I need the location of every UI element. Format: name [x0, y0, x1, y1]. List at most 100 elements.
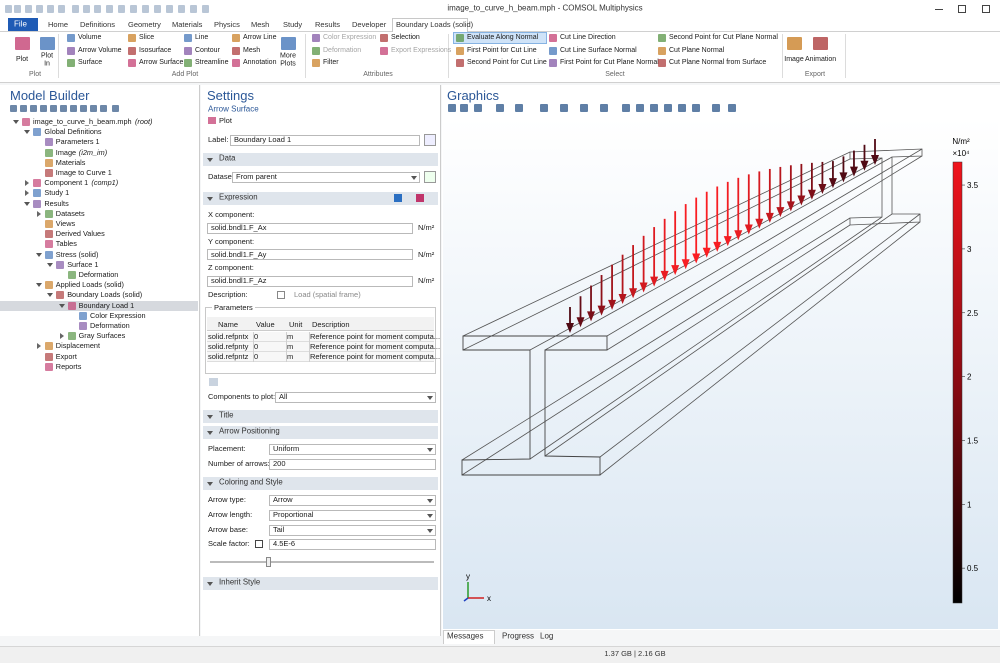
ribbon-button-icon[interactable]	[281, 37, 296, 50]
graphics-toolbar-icon[interactable]	[622, 104, 630, 112]
components-select-value[interactable]: All	[279, 391, 288, 401]
tree-node[interactable]: Deformation	[78, 269, 119, 279]
ribbon-button[interactable]: More Plots	[280, 52, 296, 67]
tree-node[interactable]: Stress (solid)	[55, 249, 99, 259]
ribbon-button[interactable]: Arrow Line	[243, 34, 277, 42]
tree-node[interactable]: Materials	[55, 157, 86, 167]
checkbox[interactable]	[277, 291, 285, 299]
ribbon-button-icon[interactable]	[15, 37, 30, 50]
icon-button[interactable]	[424, 171, 436, 183]
graphics-toolbar-icon[interactable]	[712, 104, 720, 112]
tree-node-note[interactable]: (i2m_im)	[78, 147, 108, 157]
plot-button[interactable]: Plot	[219, 115, 232, 125]
arrow-length-select[interactable]	[269, 509, 436, 521]
graphics-toolbar-icon[interactable]	[728, 104, 736, 112]
icon-button[interactable]	[424, 134, 436, 146]
ribbon-button[interactable]: Plot In	[40, 52, 54, 67]
tree-node[interactable]: Boundary Load 1	[78, 300, 135, 310]
ribbon-button[interactable]: First Point for Cut Line	[467, 47, 537, 55]
tree-node[interactable]: Derived Values	[55, 229, 105, 239]
graphics-toolbar-icon[interactable]	[560, 104, 568, 112]
expression-input[interactable]	[207, 249, 413, 260]
ribbon-button[interactable]: Deformation	[323, 47, 362, 55]
bottom-tab[interactable]: Messages	[447, 631, 484, 641]
ribbon-button[interactable]: Export Expressions	[391, 47, 452, 55]
graphics-toolbar-icon[interactable]	[496, 104, 504, 112]
graphics-toolbar-icon[interactable]	[580, 104, 588, 112]
tree-node[interactable]: Gray Surfaces	[78, 331, 126, 341]
ribbon-button[interactable]: Slice	[139, 34, 155, 42]
label-input[interactable]	[230, 134, 420, 146]
ribbon-button[interactable]: Second Point for Cut Plane Normal	[669, 34, 778, 42]
icon-button[interactable]	[209, 378, 218, 386]
expression-input[interactable]	[207, 275, 413, 287]
file-tab-label[interactable]: File	[14, 19, 27, 29]
section-header[interactable]	[203, 191, 438, 205]
icon-button[interactable]	[416, 194, 424, 202]
dataset-select-value[interactable]: From parent	[236, 171, 277, 181]
ribbon-button[interactable]: Color Expression	[323, 34, 377, 42]
ribbon-button[interactable]: Arrow Volume	[78, 47, 122, 55]
tree-node[interactable]: Component 1	[44, 178, 89, 188]
graphics-toolbar-icon[interactable]	[600, 104, 608, 112]
placement-select-value[interactable]: Uniform	[273, 443, 300, 453]
checkbox[interactable]	[255, 540, 263, 548]
ribbon-button[interactable]: Cut Plane Normal from Surface	[669, 59, 767, 67]
arrows-input[interactable]	[269, 458, 436, 470]
ribbon-button-icon[interactable]	[787, 37, 802, 50]
tree-node[interactable]: Image to Curve 1	[55, 167, 112, 177]
section-title[interactable]: Data	[219, 153, 236, 163]
tree-node[interactable]: Results	[44, 198, 69, 208]
graphics-toolbar-icon[interactable]	[540, 104, 548, 112]
section-title[interactable]: Inherit Style	[219, 577, 261, 587]
label-input-value[interactable]: Boundary Load 1	[234, 134, 292, 144]
ribbon-tab[interactable]: Boundary Loads (solid)	[396, 19, 474, 29]
ribbon-button[interactable]: Cut Line Direction	[560, 34, 616, 42]
section-title[interactable]: Arrow Positioning	[219, 426, 280, 436]
graphics-toolbar-icon[interactable]	[664, 104, 672, 112]
expression-input[interactable]	[207, 222, 413, 234]
tree-node[interactable]: Image	[55, 147, 77, 157]
ribbon-button[interactable]: Line	[195, 34, 209, 42]
ribbon-button[interactable]: Volume	[78, 34, 102, 42]
ribbon-tab[interactable]: Home	[48, 19, 69, 29]
arrow-base-select-value[interactable]: Tail	[273, 524, 285, 534]
ribbon-button-icon[interactable]	[813, 37, 828, 50]
graphics-toolbar-icon[interactable]	[636, 104, 644, 112]
ribbon-button[interactable]: Contour	[195, 47, 220, 55]
ribbon-button[interactable]: Cut Plane Normal	[669, 47, 725, 55]
dataset-select[interactable]	[232, 171, 420, 183]
expression-input-value[interactable]: solid.bndl1.F_Az	[211, 275, 267, 285]
placement-select[interactable]	[269, 443, 436, 455]
graphics-toolbar-icon[interactable]	[448, 104, 456, 112]
graphics-toolbar-icon[interactable]	[678, 104, 686, 112]
ribbon-button[interactable]: Second Point for Cut Line	[467, 59, 547, 67]
tree-node[interactable]: Datasets	[55, 208, 85, 218]
ribbon-tab[interactable]: Study	[283, 19, 303, 29]
ribbon-button[interactable]: Image	[784, 56, 804, 64]
tree-node[interactable]: Study 1	[44, 188, 70, 198]
section-header[interactable]	[203, 152, 438, 166]
ribbon-tab[interactable]: Definitions	[80, 19, 116, 29]
section-title[interactable]: Coloring and Style	[219, 477, 283, 487]
section-header[interactable]	[203, 409, 438, 423]
tree-node[interactable]: image_to_curve_h_beam.mph	[33, 116, 132, 126]
ribbon-button[interactable]: Mesh	[243, 47, 261, 55]
ribbon-button[interactable]: First Point for Cut Plane Normal	[560, 59, 659, 67]
ribbon-button[interactable]: Streamline	[195, 59, 229, 67]
section-title[interactable]: Expression	[219, 192, 258, 202]
tree-node[interactable]: Surface 1	[67, 259, 99, 269]
tree-node[interactable]: Export	[55, 351, 77, 361]
tree-node[interactable]: Global Definitions	[44, 127, 102, 137]
icon-button[interactable]	[394, 194, 402, 202]
ribbon-button[interactable]: Arrow Surface	[139, 59, 184, 67]
bottom-tab[interactable]: Progress	[502, 631, 535, 641]
graphics-toolbar-icon[interactable]	[474, 104, 482, 112]
ribbon-tab[interactable]: Results	[315, 19, 341, 29]
tree-node[interactable]: Reports	[55, 361, 82, 371]
scale-input[interactable]	[269, 538, 436, 550]
tree-node[interactable]: Views	[55, 218, 76, 228]
slider-thumb[interactable]	[266, 557, 271, 567]
arrow-base-select[interactable]	[269, 524, 436, 536]
ribbon-button[interactable]: Selection	[391, 34, 420, 42]
